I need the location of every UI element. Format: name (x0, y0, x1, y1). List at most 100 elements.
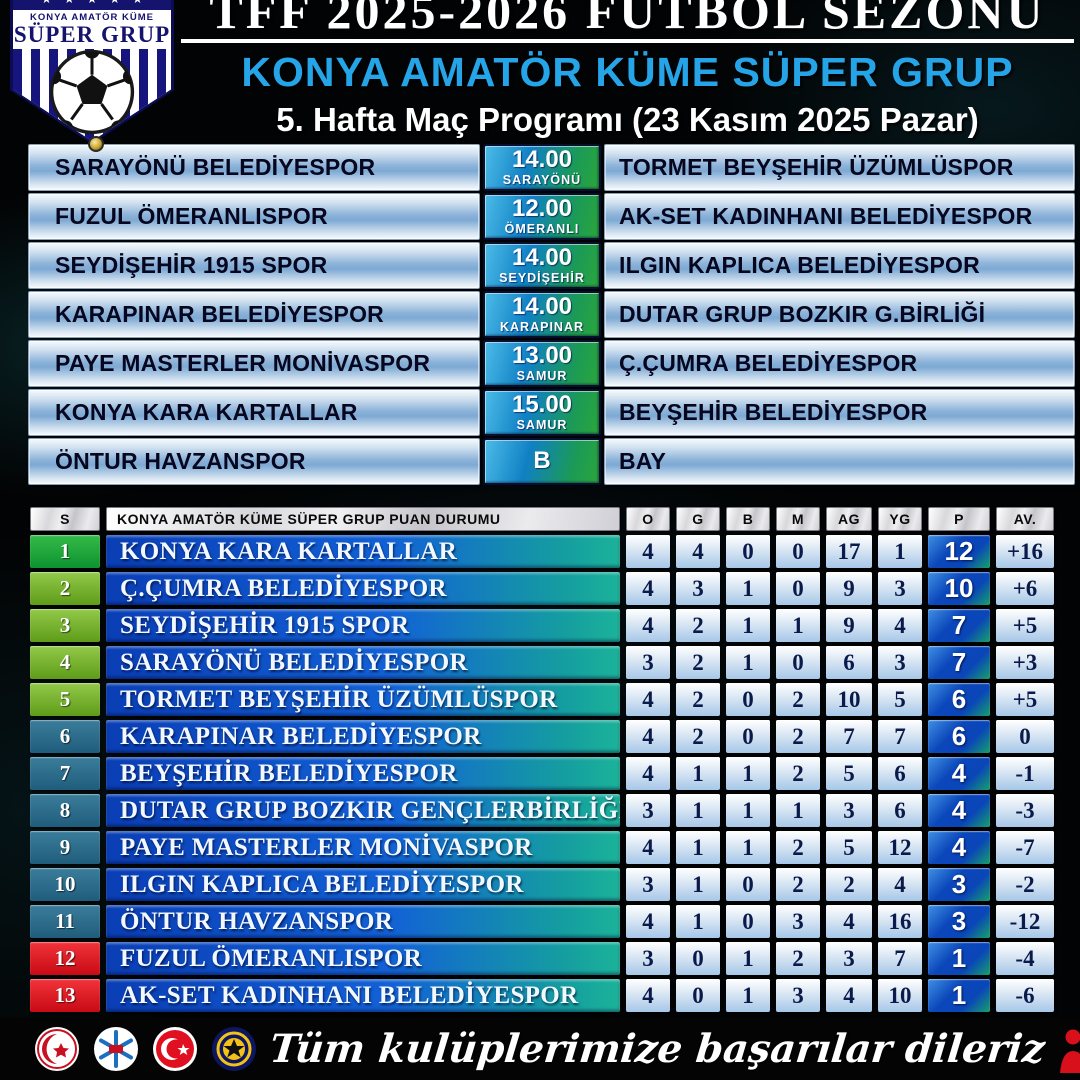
kickoff-time: 14.00 (511, 146, 573, 174)
home-team-bar: ÖNTUR HAVZANSPOR (28, 438, 480, 485)
away-team-bar: DUTAR GRUP BOZKIR G.BİRLİĞİ (604, 291, 1075, 338)
standings-row: 1 KONYA KARA KARTALLAR 4 4 0 0 17 1 12 +… (30, 535, 1054, 568)
stat-average: -1 (996, 757, 1054, 790)
stat-goals-for: 5 (826, 831, 872, 864)
time-venue-cell: 14.00 SEYDİŞEHİR (483, 242, 601, 289)
stat-average: -4 (996, 942, 1054, 975)
stat-points: 1 (928, 942, 990, 975)
standings-row: 3 SEYDİŞEHİR 1915 SPOR 4 2 1 1 9 4 7 +5 (30, 609, 1054, 642)
stat-goals-for: 6 (826, 646, 872, 679)
stat-played: 3 (626, 868, 670, 901)
soccer-ball-icon (49, 49, 135, 135)
stat-wins: 2 (676, 646, 720, 679)
stat-draws: 1 (726, 609, 770, 642)
stat-draws: 1 (726, 831, 770, 864)
fixture-row: SARAYÖNÜ BELEDİYESPOR 14.00 SARAYÖNÜ TOR… (28, 144, 1075, 191)
position-cell: 9 (30, 831, 100, 864)
away-team-bar: BAY (604, 438, 1075, 485)
team-name-bar: Ç.ÇUMRA BELEDİYESPOR (106, 572, 620, 605)
stat-goals-for: 9 (826, 609, 872, 642)
stat-losses: 2 (776, 831, 820, 864)
standings-row: 4 SARAYÖNÜ BELEDİYESPOR 3 2 1 0 6 3 7 +3 (30, 646, 1054, 679)
time-venue-cell: 14.00 KARAPINAR (483, 291, 601, 338)
stat-points: 6 (928, 683, 990, 716)
stat-losses: 2 (776, 942, 820, 975)
away-team-bar: TORMET BEYŞEHİR ÜZÜMLÜSPOR (604, 144, 1075, 191)
away-team-name: TORMET BEYŞEHİR ÜZÜMLÜSPOR (619, 154, 1014, 180)
stat-wins: 2 (676, 720, 720, 753)
stat-goals-for: 9 (826, 572, 872, 605)
kickoff-time: 14.00 (511, 244, 573, 272)
away-team-name: BEYŞEHİR BELEDİYESPOR (619, 399, 928, 425)
stat-points: 10 (928, 572, 990, 605)
header-table-title: KONYA AMATÖR KÜME SÜPER GRUP PUAN DURUMU (106, 507, 620, 531)
kickoff-time: 14.00 (511, 293, 573, 321)
stat-goals-for: 17 (826, 535, 872, 568)
stat-played: 4 (626, 905, 670, 938)
team-name-bar: KARAPINAR BELEDİYESPOR (106, 720, 620, 753)
team-name-bar: DUTAR GRUP BOZKIR GENÇLERBİRLİĞİ (106, 794, 620, 827)
stat-wins: 2 (676, 609, 720, 642)
home-team-name: FUZUL ÖMERANLISPOR (55, 203, 328, 229)
stat-draws: 1 (726, 942, 770, 975)
stat-average: +16 (996, 535, 1054, 568)
stat-points: 4 (928, 794, 990, 827)
position-cell: 8 (30, 794, 100, 827)
stat-goals-for: 4 (826, 905, 872, 938)
stat-losses: 0 (776, 572, 820, 605)
team-name-bar: PAYE MASTERLER MONİVASPOR (106, 831, 620, 864)
stat-goals-for: 7 (826, 720, 872, 753)
position-cell: 3 (30, 609, 100, 642)
stat-average: +5 (996, 609, 1054, 642)
stat-draws: 1 (726, 794, 770, 827)
stat-points: 3 (928, 868, 990, 901)
standings-row: 13 AK-SET KADINHANI BELEDİYESPOR 4 0 1 3… (30, 979, 1054, 1012)
home-team-name: SARAYÖNÜ BELEDİYESPOR (55, 154, 376, 180)
standings-row: 2 Ç.ÇUMRA BELEDİYESPOR 4 3 1 0 9 3 10 +6 (30, 572, 1054, 605)
time-venue-cell: B (483, 438, 601, 485)
stat-losses: 2 (776, 868, 820, 901)
stat-wins: 3 (676, 572, 720, 605)
team-name-bar: TORMET BEYŞEHİR ÜZÜMLÜSPOR (106, 683, 620, 716)
team-name-bar: KONYA KARA KARTALLAR (106, 535, 620, 568)
league-subtitle: KONYA AMATÖR KÜME SÜPER GRUP (241, 49, 1014, 95)
stat-played: 4 (626, 831, 670, 864)
home-team-bar: KARAPINAR BELEDİYESPOR (28, 291, 480, 338)
footer-message: Tüm kulüplerimize başarılar dileriz (267, 1026, 1048, 1072)
crest-arc-text: KONYA AMATÖR KÜME (30, 12, 154, 23)
standings-row: 12 FUZUL ÖMERANLISPOR 3 0 1 2 3 7 1 -4 (30, 942, 1054, 975)
stat-wins: 2 (676, 683, 720, 716)
standings-row: 5 TORMET BEYŞEHİR ÜZÜMLÜSPOR 4 2 0 2 10 … (30, 683, 1054, 716)
stat-average: +6 (996, 572, 1054, 605)
position-cell: 10 (30, 868, 100, 901)
stat-draws: 0 (726, 535, 770, 568)
home-team-bar: SARAYÖNÜ BELEDİYESPOR (28, 144, 480, 191)
stat-goals-against: 1 (878, 535, 922, 568)
stat-average: -7 (996, 831, 1054, 864)
home-team-bar: KONYA KARA KARTALLAR (28, 389, 480, 436)
header-losses: M (776, 507, 820, 531)
home-team-name: KARAPINAR BELEDİYESPOR (55, 301, 384, 327)
askf-konya-logo (94, 1027, 138, 1071)
stat-played: 4 (626, 572, 670, 605)
stat-losses: 1 (776, 609, 820, 642)
crest-main-text: SÜPER GRUP (13, 22, 171, 47)
header-position: S (30, 507, 100, 531)
position-cell: 1 (30, 535, 100, 568)
position-cell: 2 (30, 572, 100, 605)
stat-draws: 0 (726, 868, 770, 901)
position-cell: 12 (30, 942, 100, 975)
standings-table: S KONYA AMATÖR KÜME SÜPER GRUP PUAN DURU… (30, 507, 1054, 1016)
position-cell: 7 (30, 757, 100, 790)
home-team-name: KONYA KARA KARTALLAR (55, 399, 358, 425)
standings-row: 7 BEYŞEHİR BELEDİYESPOR 4 1 1 2 5 6 4 -1 (30, 757, 1054, 790)
fixture-row: FUZUL ÖMERANLISPOR 12.00 ÖMERANLI AK-SET… (28, 193, 1075, 240)
stat-draws: 0 (726, 683, 770, 716)
kickoff-time: 12.00 (511, 195, 573, 223)
stat-played: 3 (626, 942, 670, 975)
fixture-row: KARAPINAR BELEDİYESPOR 14.00 KARAPINAR D… (28, 291, 1075, 338)
time-venue-cell: 13.00 SAMUR (483, 340, 601, 387)
stat-points: 6 (928, 720, 990, 753)
stat-wins: 0 (676, 942, 720, 975)
